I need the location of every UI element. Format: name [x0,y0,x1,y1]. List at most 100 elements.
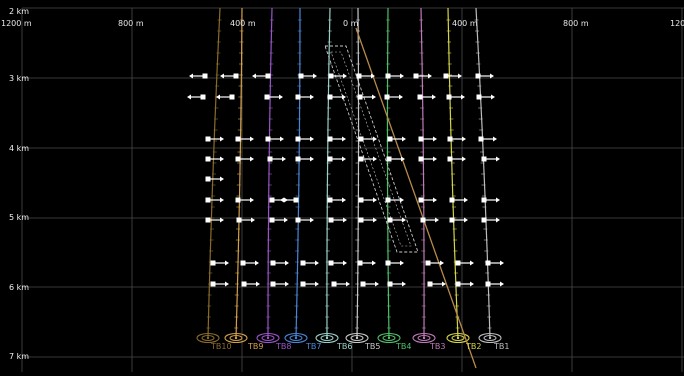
marker-arrow-head [496,156,500,162]
well-target-ring [315,332,339,344]
marker-arrow-head [458,73,462,79]
marker-arrow-head [252,73,256,79]
marker-arrow-head [310,217,314,223]
depth-label-5km: 5 km [9,213,30,222]
marker-arrow-head [400,73,404,79]
well-label-tb5[interactable]: TB5 [365,342,381,351]
well-target-center [488,336,492,340]
marker-arrow-head [220,73,224,79]
well-target-center [422,336,426,340]
marker-arrow-head [250,136,254,142]
marker-arrow-head [442,281,446,287]
marker-arrow-head [402,136,406,142]
well-target-ring [377,332,401,344]
well-target-ring [446,332,470,344]
marker-arrow-head [440,260,444,266]
marker-arrow-head [225,281,229,287]
marker-arrow-head [284,217,288,223]
x-label-800-right: 800 m [563,19,589,28]
marker-arrow-head [342,136,346,142]
well-label-tb3[interactable]: TB3 [430,342,446,351]
marker-arrow-head [343,217,347,223]
marker-arrow-head [496,197,500,203]
well-trajectory [356,7,360,339]
well-target-ring-inner [417,335,431,341]
marker-arrow-head [496,217,500,223]
marker-arrow-head [220,136,224,142]
marker-arrow-head [500,281,504,287]
well-label-tb7[interactable]: TB7 [306,342,322,351]
marker-arrow-head [342,197,346,203]
marker-arrow-head [220,197,224,203]
well-trajectory [235,7,243,339]
well-target-ring [256,332,280,344]
well-label-tb4[interactable]: TB4 [396,342,412,351]
marker-arrow-head [400,197,404,203]
well-target-ring-inner [229,335,243,341]
well-label-tb10[interactable]: TB10 [211,342,232,351]
well-trajectory [475,7,491,339]
marker-arrow-head [461,94,465,100]
marker-arrow-head [433,136,437,142]
x-label-400-right: 400 m [452,19,478,28]
well-label-tb8[interactable]: TB8 [276,342,292,351]
depth-label-7km: 7 km [9,352,30,361]
marker-arrow-head [462,136,466,142]
well-target-ring-inner [320,335,334,341]
marker-arrow-head [464,217,468,223]
marker-arrow-head [371,73,375,79]
marker-arrow-head [279,94,283,100]
well-target-center [234,336,238,340]
fault-line [355,27,477,369]
marker-arrow-head [285,281,289,287]
well-trajectory [386,7,390,339]
marker-arrow-head [470,281,474,287]
marker-arrow-head [372,94,376,100]
marker-arrow-head [493,136,497,142]
marker-arrow-head [282,156,286,162]
depth-label-4km: 4 km [9,144,30,153]
marker-arrow-head [462,156,466,162]
x-label-1200-left: 1200 m [1,19,32,28]
well-label-tb9[interactable]: TB9 [248,342,264,351]
well-trajectory [295,7,301,339]
marker-arrow-head [470,260,474,266]
marker-arrow-head [464,197,468,203]
marker-arrow-head [310,136,314,142]
marker-arrow-head [285,260,289,266]
marker-arrow-head [400,260,404,266]
marker-arrow-head [187,94,191,100]
well-target-ring-inner [350,335,364,341]
marker-arrow-head [491,94,495,100]
marker-arrow-head [373,217,377,223]
depth-label-3km: 3 km [9,74,30,83]
well-target-center [206,336,210,340]
marker-arrow-head [402,217,406,223]
x-label-1200-right: 1200 [670,19,684,28]
marker-arrow-head [435,217,439,223]
well-target-center [294,336,298,340]
marker-arrow-head [220,217,224,223]
well-target-ring-inner [382,335,396,341]
well-target-ring [196,332,220,344]
x-label-800-left: 800 m [118,19,144,28]
x-label-400-left: 400 m [230,19,256,28]
marker-arrow-head [315,281,319,287]
depth-label-2km: 2 km [9,7,30,16]
well-target-center [266,336,270,340]
marker-arrow-head [315,260,319,266]
well-label-tb2[interactable]: TB2 [466,342,482,351]
well-target-center [355,336,359,340]
marker-arrow-head [310,156,314,162]
marker-arrow-head [189,73,193,79]
well-label-tb6[interactable]: TB6 [337,342,353,351]
well-target-ring-inner [201,335,215,341]
marker-arrow-head [313,73,317,79]
marker-arrow-head [343,73,347,79]
well-target-center [456,336,460,340]
well-label-tb1[interactable]: TB1 [494,342,510,351]
marker-arrow-head [343,260,347,266]
well-trajectory [326,7,331,339]
well-target-ring-inner [261,335,275,341]
